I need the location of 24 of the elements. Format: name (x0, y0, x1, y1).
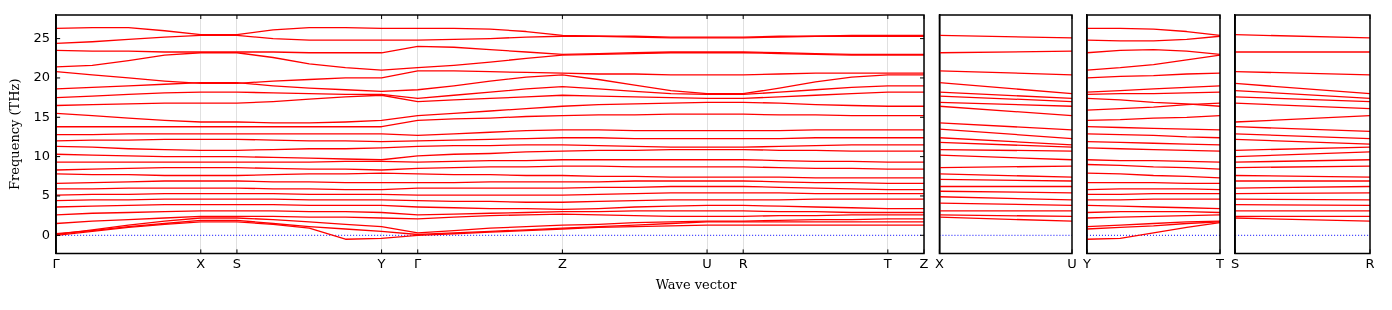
x-tick-label: Γ (52, 255, 61, 271)
x-tick-label: R (738, 255, 748, 271)
x-axis-title: Wave vector (654, 277, 738, 292)
x-tick-label: Y (376, 255, 386, 271)
x-tick-label: Z (919, 255, 929, 271)
x-tick-label: U (1067, 255, 1077, 271)
x-tick-label: S (1230, 255, 1240, 271)
y-tick-label: 5 (41, 187, 51, 203)
y-tick-label: 20 (33, 69, 51, 85)
x-tick-label: X (935, 255, 944, 271)
x-tick-label: Γ (414, 255, 423, 271)
y-tick-label: 25 (33, 29, 51, 45)
y-tick-label: 10 (33, 148, 51, 163)
x-tick-label: T (1215, 255, 1225, 271)
x-tick-label: S (232, 255, 242, 271)
x-tick-label: Y (1081, 255, 1091, 271)
x-tick-label: R (1365, 255, 1375, 271)
x-tick-label: X (196, 255, 206, 271)
y-tick-label: 0 (41, 226, 51, 242)
x-tick-label: Z (557, 255, 567, 271)
y-tick-label: 15 (33, 108, 51, 124)
x-tick-label: T (882, 255, 892, 271)
x-tick-label: U (702, 255, 712, 271)
y-axis-title: Frequency (THz) (7, 78, 23, 190)
